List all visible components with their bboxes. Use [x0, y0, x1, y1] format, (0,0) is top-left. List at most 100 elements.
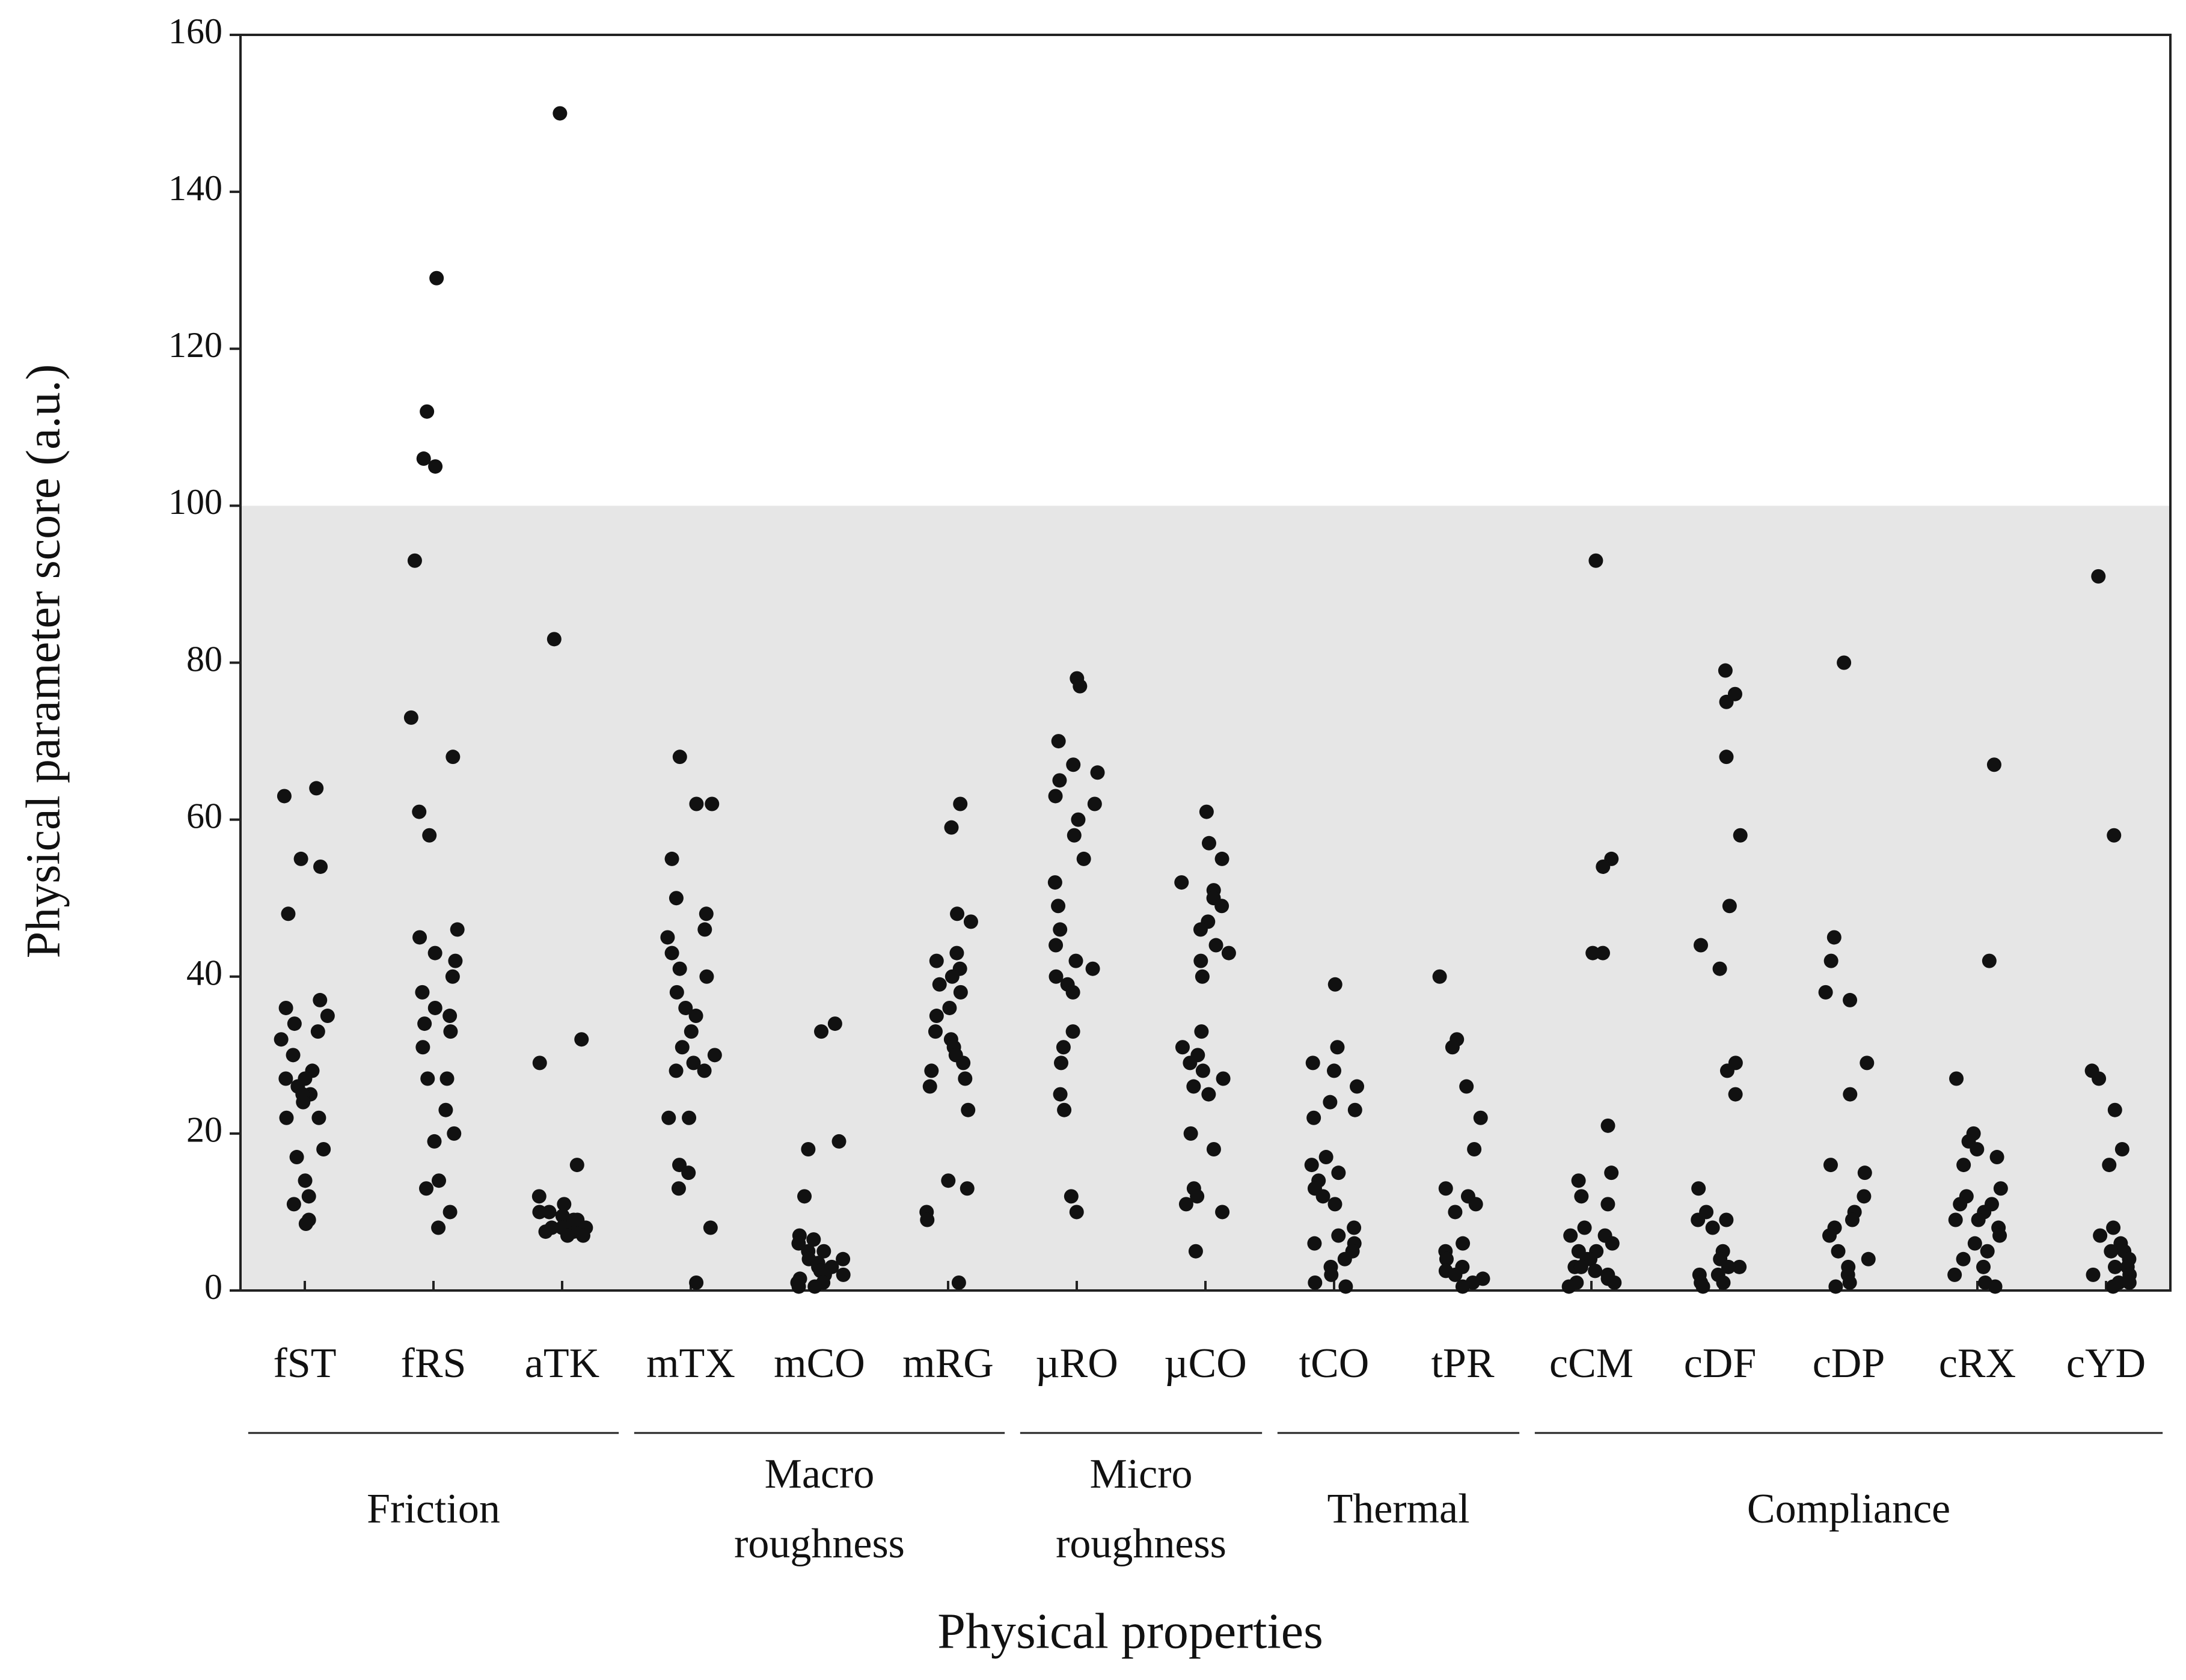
x-tick-label: mTX: [646, 1340, 735, 1387]
data-point: [1215, 1205, 1230, 1220]
data-point: [281, 906, 296, 921]
y-axis-title: Physical parameter score (a.u.): [17, 364, 70, 958]
data-point: [1315, 1189, 1330, 1204]
data-point: [1347, 1102, 1362, 1117]
data-point: [1048, 789, 1063, 804]
data-point: [419, 1181, 434, 1196]
data-point: [1971, 1212, 1986, 1227]
data-point: [951, 1275, 966, 1290]
data-point: [920, 1212, 935, 1227]
data-point: [956, 1055, 971, 1071]
data-point: [1828, 1279, 1843, 1294]
y-tick-label: 20: [186, 1110, 222, 1150]
x-tick-label: aTK: [525, 1340, 599, 1387]
data-point: [309, 781, 324, 796]
data-point: [953, 985, 968, 1000]
data-point: [1331, 1165, 1346, 1181]
data-point: [278, 1071, 293, 1086]
data-point: [316, 1141, 331, 1156]
y-tick-label: 40: [186, 953, 222, 993]
data-point: [1324, 1267, 1339, 1282]
data-point: [1090, 765, 1105, 780]
data-point: [531, 1189, 546, 1204]
data-point: [296, 1095, 311, 1110]
data-point: [660, 930, 675, 945]
data-point: [1448, 1205, 1463, 1220]
data-point: [791, 1236, 806, 1251]
data-point: [1308, 1275, 1323, 1290]
data-point: [427, 1000, 442, 1015]
data-point: [1326, 1063, 1341, 1078]
data-point: [2091, 569, 2106, 584]
data-point: [1857, 1165, 1872, 1181]
data-point: [286, 1048, 301, 1063]
data-point: [420, 404, 435, 419]
data-point: [1948, 1212, 1963, 1227]
data-point: [1563, 1228, 1578, 1243]
data-point: [942, 1000, 957, 1015]
y-tick-label: 160: [168, 11, 222, 51]
data-point: [671, 1181, 686, 1196]
data-point: [1823, 1158, 1838, 1173]
group-label: roughness: [734, 1521, 905, 1567]
data-point: [1721, 1259, 1736, 1274]
data-point: [960, 1181, 975, 1196]
data-point: [2092, 1071, 2107, 1086]
data-point: [1691, 1181, 1706, 1196]
data-point: [420, 1071, 435, 1086]
data-point: [1693, 938, 1708, 953]
data-point: [1468, 1197, 1483, 1212]
data-point: [1818, 985, 1833, 1000]
data-point: [703, 1220, 718, 1235]
data-point: [707, 1048, 722, 1063]
data-point: [569, 1158, 584, 1173]
data-point: [1695, 1279, 1710, 1294]
data-point: [950, 906, 965, 921]
data-point: [1076, 851, 1091, 866]
data-point: [1190, 1189, 1205, 1204]
data-point: [661, 1110, 676, 1125]
data-point: [403, 710, 418, 725]
data-point: [1993, 1181, 2008, 1196]
data-point: [1588, 553, 1603, 568]
data-point: [1947, 1267, 1962, 1282]
data-point: [1307, 1236, 1322, 1251]
data-point: [672, 750, 687, 765]
data-point: [1956, 1158, 1971, 1173]
data-point: [445, 969, 460, 984]
group-label: Compliance: [1747, 1486, 1950, 1532]
data-point: [546, 632, 562, 647]
data-point: [1992, 1228, 2007, 1243]
data-point: [1733, 828, 1748, 843]
data-point: [1056, 1040, 1071, 1055]
data-point: [1199, 804, 1214, 819]
data-point: [929, 1009, 944, 1024]
data-point: [836, 1267, 851, 1282]
data-point: [1305, 1055, 1320, 1071]
x-tick-label: fRS: [401, 1340, 467, 1387]
data-point: [1719, 1063, 1734, 1078]
data-point: [1221, 945, 1236, 961]
x-tick-label: tCO: [1299, 1340, 1370, 1387]
data-point: [932, 977, 947, 992]
data-point: [664, 851, 679, 866]
data-point: [672, 961, 687, 976]
data-point: [688, 1009, 703, 1024]
data-point: [797, 1189, 812, 1204]
data-point: [313, 992, 328, 1007]
data-point: [2106, 1220, 2121, 1235]
data-point: [922, 1079, 937, 1094]
data-point: [1459, 1079, 1474, 1094]
group-label: Micro: [1089, 1451, 1192, 1497]
data-point: [1837, 655, 1852, 670]
data-point: [675, 1040, 690, 1055]
data-point: [1049, 938, 1064, 953]
x-tick-label: tPR: [1431, 1340, 1494, 1387]
data-point: [427, 1134, 442, 1149]
data-point: [1728, 1087, 1743, 1102]
data-point: [1053, 922, 1068, 937]
data-point: [1323, 1095, 1338, 1110]
data-point: [1719, 694, 1734, 709]
data-point: [1845, 1212, 1860, 1227]
y-tick-label: 0: [204, 1267, 222, 1307]
